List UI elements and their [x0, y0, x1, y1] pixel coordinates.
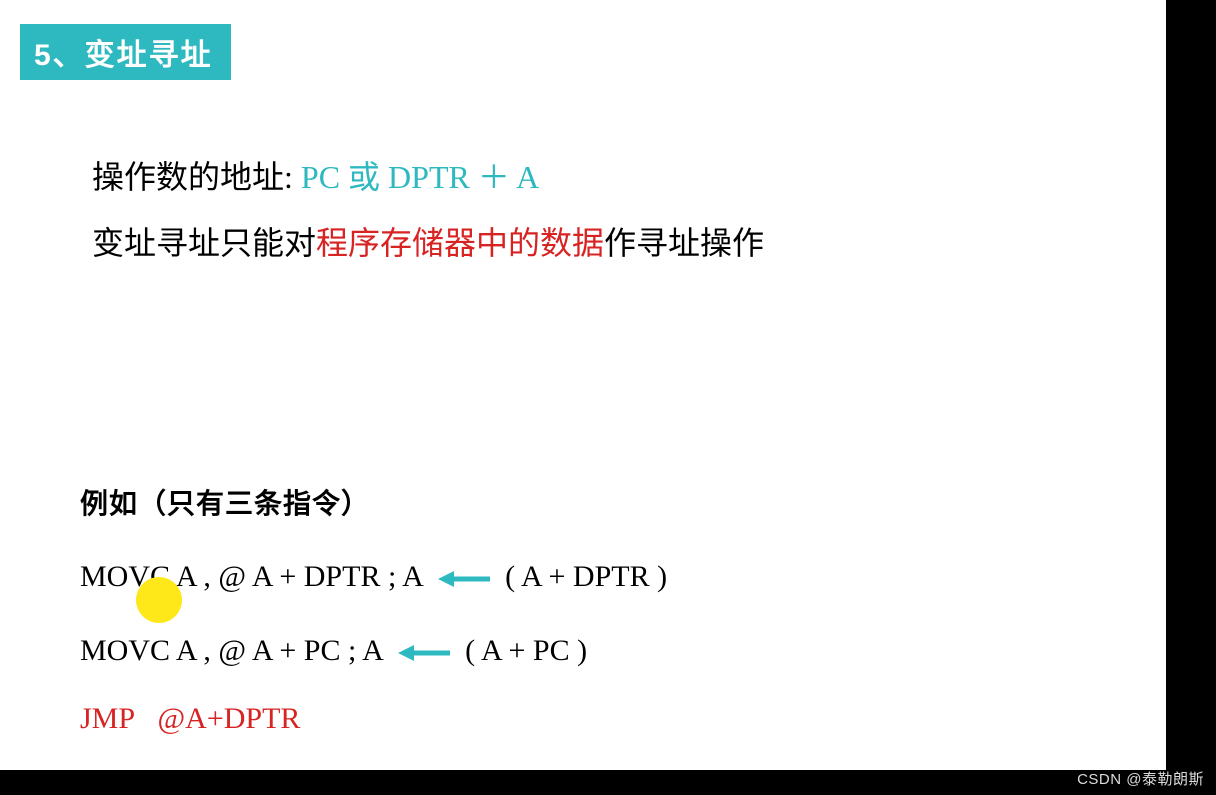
slide-area: 5、变址寻址 操作数的地址: PC 或 DPTR ＋ A 变址寻址只能对程序存储…	[0, 0, 1166, 770]
instruction-1-left: MOVC A , @ A + DPTR ; A	[80, 560, 422, 593]
watermark-text: CSDN @泰勒朗斯	[1077, 768, 1204, 789]
instruction-3-mnemonic: JMP	[80, 702, 135, 735]
cursor-highlight-icon	[136, 577, 182, 623]
address-prefix: 操作数的地址:	[92, 159, 301, 195]
instruction-3-operand: @A+DPTR	[158, 702, 301, 735]
left-arrow-icon	[436, 567, 492, 591]
instruction-2-left: MOVC A , @ A + PC ; A	[80, 634, 382, 667]
instruction-2-right: ( A + PC )	[465, 634, 587, 667]
address-definition-line: 操作数的地址: PC 或 DPTR ＋ A	[92, 152, 539, 198]
constraint-line: 变址寻址只能对程序存储器中的数据作寻址操作	[92, 218, 764, 264]
instruction-1-right: ( A + DPTR )	[505, 560, 667, 593]
example-subtitle: 例如（只有三条指令）	[80, 482, 370, 522]
address-formula: PC 或 DPTR ＋ A	[301, 159, 539, 195]
constraint-prefix: 变址寻址只能对	[92, 225, 316, 261]
constraint-suffix: 作寻址操作	[604, 225, 764, 261]
instruction-row-2: MOVC A , @ A + PC ; A ( A + PC )	[80, 634, 587, 668]
instruction-row-3: JMP @A+DPTR	[80, 702, 300, 736]
left-arrow-icon	[396, 641, 452, 665]
section-badge: 5、变址寻址	[20, 24, 231, 80]
constraint-highlight: 程序存储器中的数据	[316, 225, 604, 261]
